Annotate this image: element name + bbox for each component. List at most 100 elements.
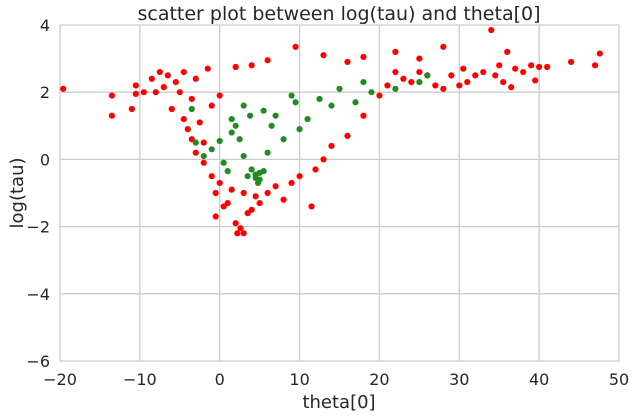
red-data-point bbox=[532, 77, 539, 84]
green-data-point bbox=[260, 107, 267, 114]
red-data-point bbox=[196, 119, 203, 126]
red-data-point bbox=[140, 89, 147, 96]
red-data-point bbox=[596, 50, 603, 57]
red-data-point bbox=[212, 213, 219, 220]
green-data-point bbox=[316, 95, 323, 103]
red-data-point bbox=[132, 82, 139, 89]
red-data-point bbox=[496, 62, 503, 69]
red-data-point bbox=[448, 72, 455, 79]
x-axis-ticks: −20 −10 0 10 20 30 40 50 bbox=[43, 370, 629, 389]
red-data-point bbox=[224, 199, 231, 207]
x-tick-label: 30 bbox=[449, 370, 469, 389]
red-data-point bbox=[488, 26, 495, 34]
red-data-point bbox=[520, 68, 527, 76]
green-data-point bbox=[272, 112, 279, 119]
red-data-point bbox=[192, 149, 199, 156]
red-data-point bbox=[148, 75, 155, 82]
x-tick-label: −20 bbox=[43, 370, 77, 389]
x-tick-label: −10 bbox=[123, 370, 157, 389]
x-tick-label: 10 bbox=[289, 370, 309, 389]
red-data-point bbox=[228, 186, 235, 193]
green-data-point bbox=[392, 85, 399, 92]
red-data-point bbox=[180, 115, 187, 123]
y-axis-ticks: −6 −4 −2 0 2 4 bbox=[26, 16, 50, 371]
red-data-point bbox=[168, 105, 175, 113]
red-data-point bbox=[504, 48, 511, 55]
red-data-point bbox=[536, 63, 543, 71]
red-data-point bbox=[416, 55, 423, 62]
red-data-point bbox=[360, 112, 367, 119]
red-data-point bbox=[234, 230, 241, 237]
red-data-point bbox=[188, 95, 195, 103]
y-tick-label: −2 bbox=[26, 218, 50, 237]
green-data-point bbox=[208, 146, 215, 153]
green-data-point bbox=[220, 159, 227, 166]
red-data-point bbox=[408, 79, 415, 86]
green-data-point bbox=[368, 89, 375, 96]
red-data-point bbox=[208, 173, 215, 180]
red-data-point bbox=[440, 43, 447, 50]
red-data-point bbox=[180, 68, 187, 76]
green-data-point bbox=[236, 136, 243, 143]
green-data-point bbox=[232, 122, 239, 129]
red-data-point bbox=[500, 79, 507, 86]
red-data-point bbox=[237, 225, 244, 232]
red-data-point bbox=[172, 79, 179, 86]
red-data-point bbox=[460, 65, 467, 72]
x-tick-label: 40 bbox=[529, 370, 549, 389]
y-tick-label: 2 bbox=[40, 83, 50, 102]
green-data-point bbox=[246, 112, 254, 119]
red-data-point bbox=[272, 183, 279, 190]
green-data-point bbox=[260, 168, 267, 175]
green-data-point bbox=[328, 102, 335, 109]
red-data-point bbox=[240, 189, 247, 197]
green-data-point bbox=[416, 79, 423, 86]
red-data-point bbox=[296, 173, 303, 180]
green-data-point bbox=[188, 105, 195, 113]
red-data-point bbox=[288, 179, 295, 187]
red-data-point bbox=[200, 159, 207, 166]
green-data-point bbox=[352, 99, 359, 106]
red-data-point bbox=[472, 72, 479, 79]
red-data-point bbox=[344, 132, 351, 139]
red-data-point bbox=[132, 90, 139, 97]
red-data-point bbox=[456, 82, 463, 89]
y-axis-label: log(tau) bbox=[7, 158, 28, 229]
red-data-point bbox=[384, 82, 391, 89]
red-data-point bbox=[320, 52, 327, 59]
green-data-point bbox=[248, 166, 255, 173]
chart-title: scatter plot between log(tau) and theta[… bbox=[137, 3, 540, 25]
green-data-point bbox=[280, 136, 287, 143]
red-data-point bbox=[208, 102, 215, 109]
red-data-point bbox=[392, 48, 399, 55]
green-data-point bbox=[244, 173, 251, 180]
red-data-point bbox=[212, 189, 219, 197]
red-data-point bbox=[216, 92, 223, 99]
red-data-point bbox=[216, 179, 223, 187]
red-data-point bbox=[128, 105, 135, 113]
x-tick-label: 50 bbox=[609, 370, 629, 389]
green-data-point bbox=[240, 152, 247, 160]
green-data-point bbox=[268, 122, 275, 129]
green-data-point bbox=[192, 139, 199, 146]
red-data-point bbox=[567, 58, 575, 66]
green-data-point bbox=[216, 137, 223, 145]
green-data-point bbox=[264, 149, 271, 156]
green-data-point bbox=[228, 115, 235, 123]
red-data-point bbox=[360, 53, 367, 61]
y-tick-label: −4 bbox=[26, 285, 50, 304]
red-data-point bbox=[252, 193, 259, 200]
x-axis-label: theta[0] bbox=[302, 392, 375, 413]
red-data-point bbox=[256, 199, 263, 207]
red-data-point bbox=[60, 85, 67, 92]
red-data-point bbox=[264, 57, 271, 64]
red-data-point bbox=[328, 142, 335, 150]
green-data-point bbox=[200, 152, 207, 160]
green-data-point bbox=[424, 72, 431, 79]
red-data-point bbox=[508, 84, 515, 91]
red-data-point bbox=[248, 206, 255, 213]
green-data-point bbox=[254, 179, 262, 187]
red-data-point bbox=[160, 84, 167, 91]
red-data-point bbox=[108, 112, 116, 119]
